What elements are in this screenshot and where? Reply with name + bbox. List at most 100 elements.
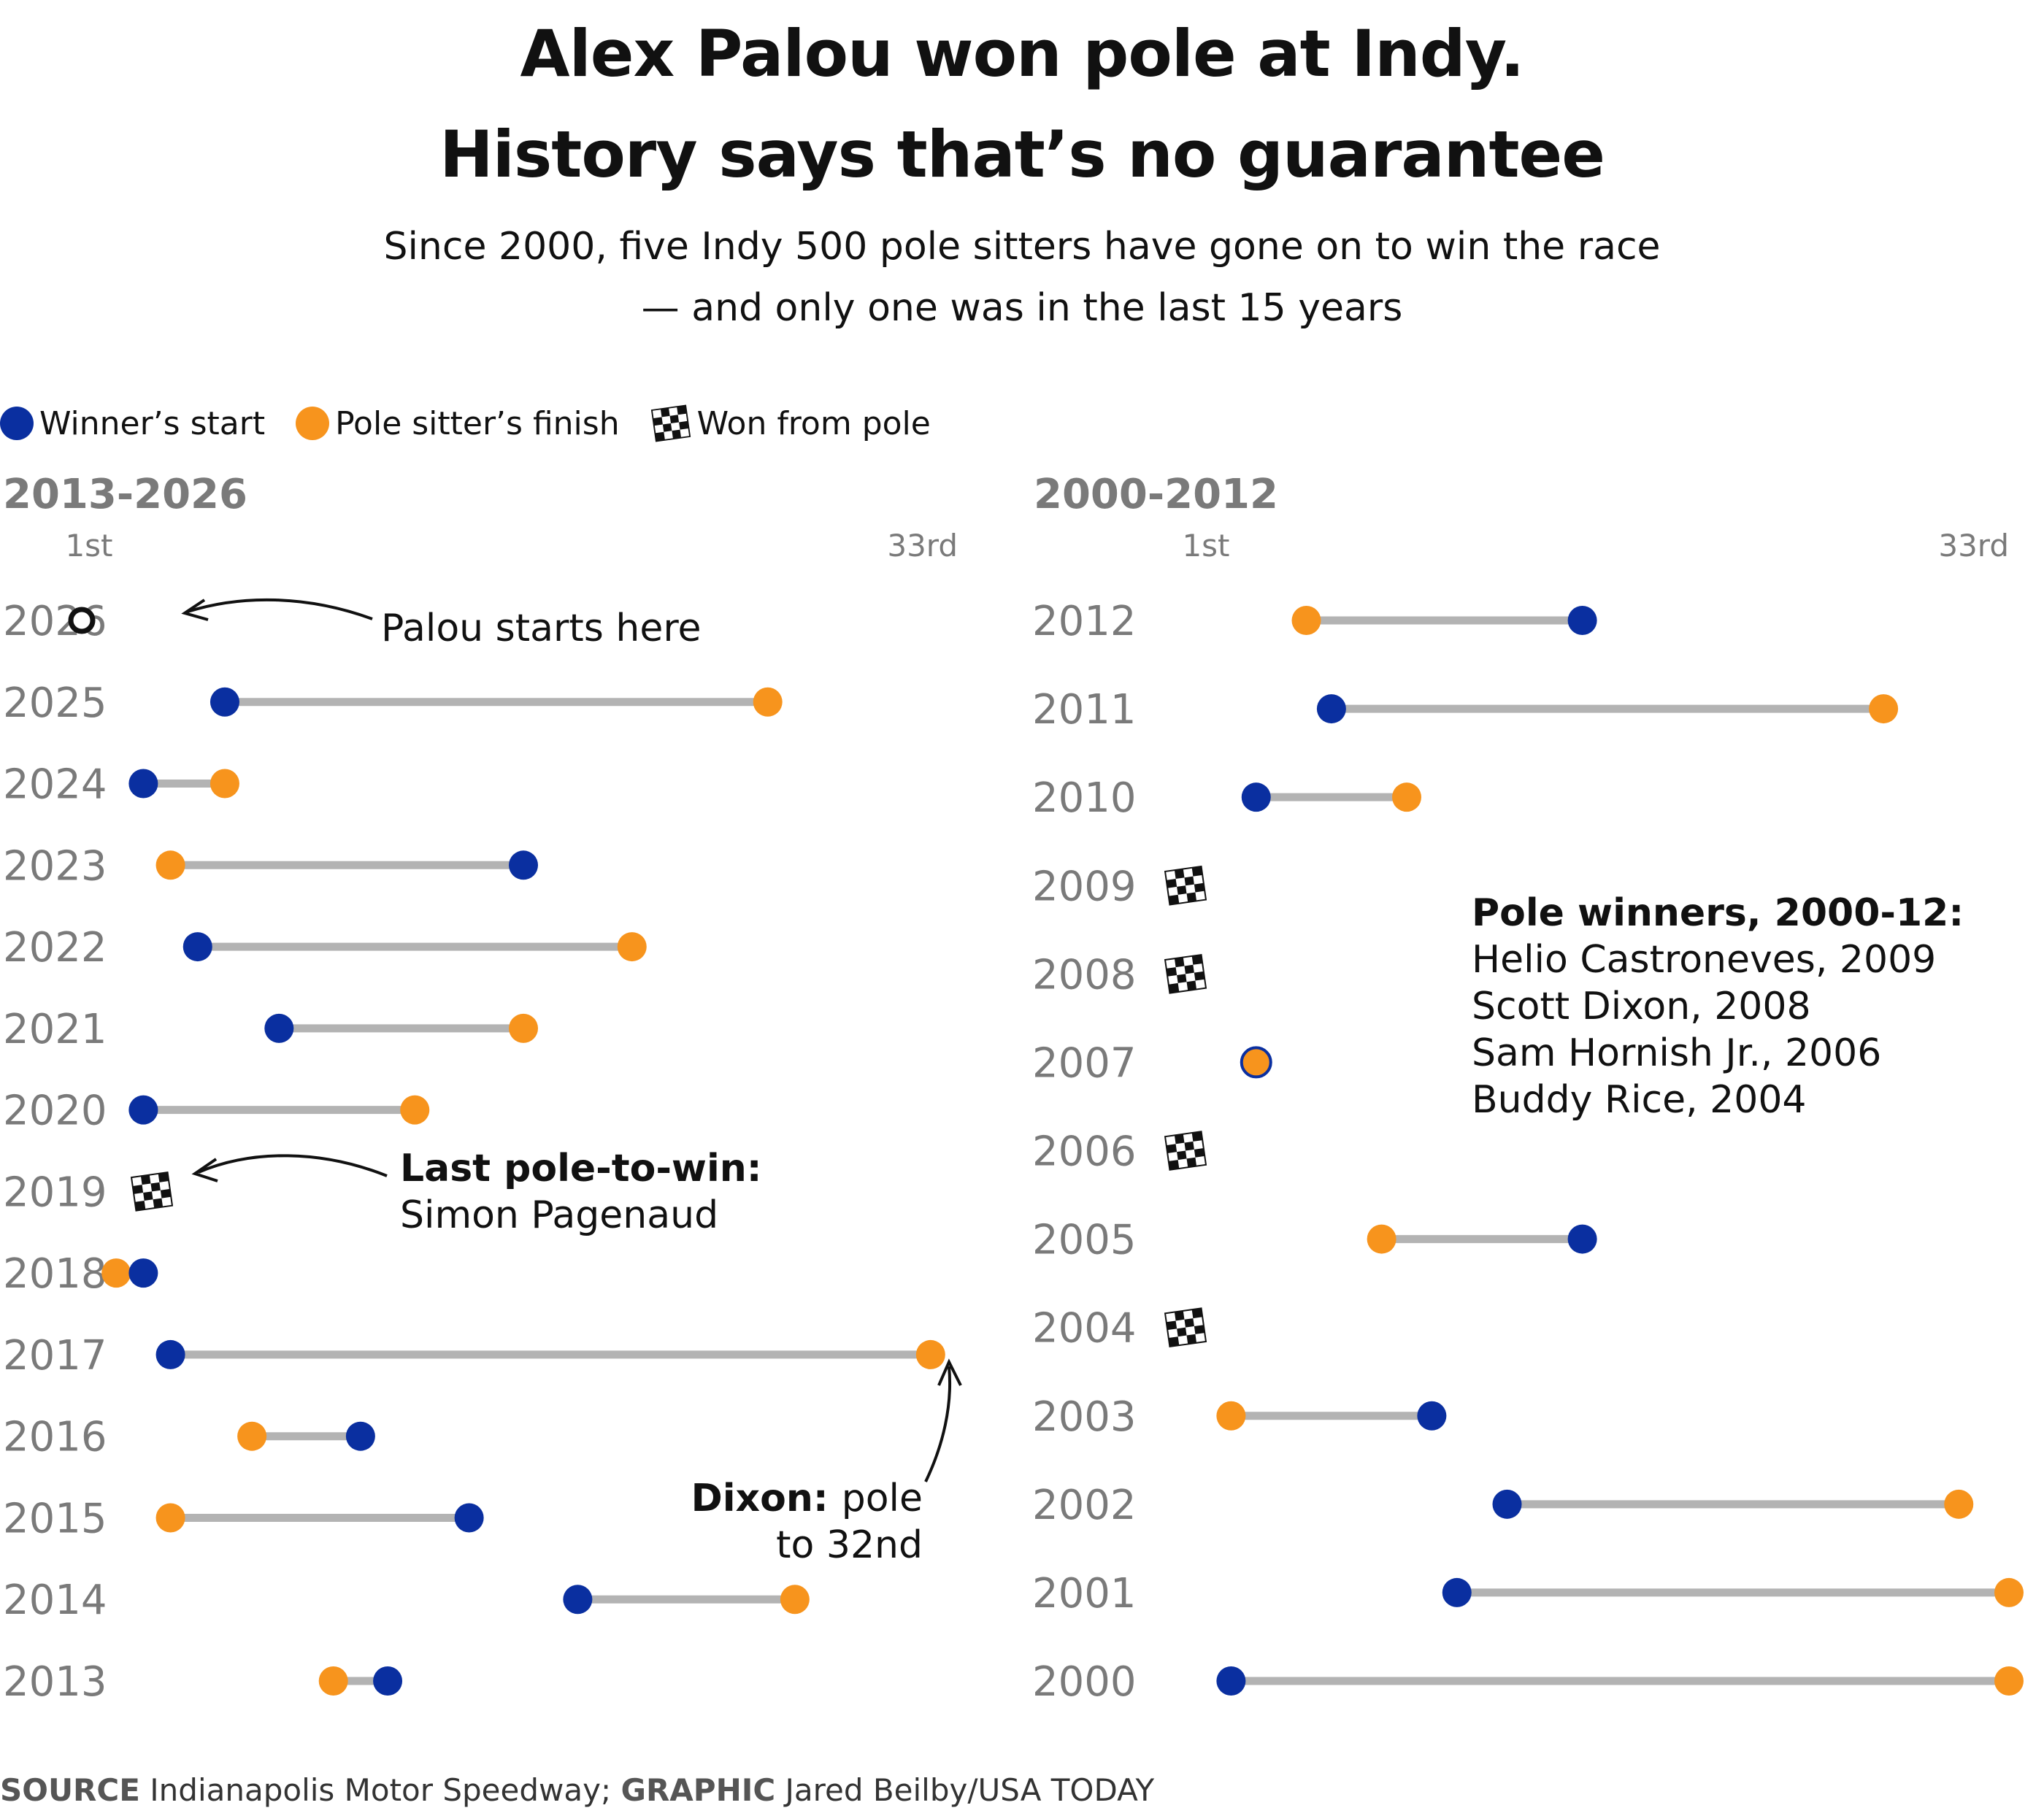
year-label: 2003: [1032, 1393, 1137, 1441]
pole-winners-title: Pole winners, 2000-12:: [1472, 891, 1964, 935]
pole-finish-dot: [101, 1258, 131, 1288]
winner-start-dot: [155, 1339, 185, 1369]
source-text: Indianapolis Motor Speedway;: [150, 1772, 612, 1808]
annotation-dixon-rest: pole: [842, 1477, 923, 1520]
flag-cell: [1186, 1149, 1196, 1159]
flag-cell: [1166, 959, 1176, 969]
year-label: 2019: [3, 1169, 107, 1216]
legend-item-pole-finish: Pole sitter’s finish: [296, 405, 620, 442]
flag-cell: [1183, 956, 1194, 966]
won-from-pole-flag-icon: [1164, 865, 1207, 906]
pole-finish-dot: [1367, 1224, 1396, 1254]
flag-cell: [1183, 1310, 1194, 1320]
axis-label-max: 33rd: [887, 528, 958, 563]
year-label: 2015: [3, 1495, 107, 1542]
winner-start-dot: [1567, 1224, 1597, 1254]
overlap-marker: [1240, 1046, 1272, 1079]
pole-finish-dot: [237, 1421, 267, 1451]
flag-cell: [1183, 868, 1194, 878]
pole-finish-dot: [1392, 782, 1421, 812]
annotation-dixon-line1: Dixon: pole: [691, 1477, 923, 1520]
year-label: 2010: [1032, 774, 1137, 822]
winner-start-dot: [345, 1421, 375, 1451]
flag-cell: [142, 1183, 152, 1193]
year-label: 2020: [3, 1088, 107, 1135]
year-label: 2009: [1032, 863, 1137, 910]
flag-cell: [152, 1190, 162, 1200]
winner-start-dot: [128, 1095, 158, 1125]
year-label: 2025: [3, 680, 107, 727]
flag-cell: [144, 1199, 155, 1209]
annotation-last-pole-name: Simon Pagenaud: [400, 1193, 718, 1237]
flag-cell: [1193, 1317, 1203, 1326]
pole-winner-entry: Buddy Rice, 2004: [1472, 1078, 1807, 1122]
legend-item-winner-start: Winner’s start: [0, 405, 265, 442]
winner-start-dot: [210, 687, 239, 717]
axis-label-min: 1st: [65, 528, 112, 563]
winner-dot-icon: [0, 407, 34, 440]
year-label: 2012: [1032, 598, 1137, 645]
flag-cell: [1193, 875, 1203, 885]
flag-cell: [1175, 1142, 1186, 1153]
chart-title-line2: History says that’s no guarantee: [439, 117, 1605, 192]
pole-finish-dot: [1944, 1489, 1974, 1519]
flag-cell: [1166, 871, 1176, 880]
year-label: 2011: [1032, 686, 1137, 734]
winner-start-dot: [509, 850, 538, 880]
annotation-last-pole-title: Last pole-to-win:: [400, 1147, 762, 1190]
flag-cell: [161, 1196, 172, 1207]
pole-finish-dot: [753, 687, 783, 717]
winner-start-dot: [563, 1585, 593, 1615]
axis-label-min: 1st: [1182, 528, 1229, 563]
year-label: 2024: [3, 761, 107, 809]
flag-cell: [1175, 877, 1186, 887]
flag-cell: [1168, 886, 1178, 896]
flag-cell: [1186, 1326, 1196, 1336]
year-label: 2007: [1032, 1039, 1137, 1087]
year-label: 2013: [3, 1658, 107, 1706]
flag-cell: [1195, 979, 1205, 989]
won-from-pole-flag-icon: [130, 1171, 174, 1212]
year-label: 2014: [3, 1577, 107, 1624]
annotation-dixon-arrowhead: [937, 1358, 962, 1386]
pole-finish-dot: [1869, 694, 1899, 724]
graphic-label: GRAPHIC: [620, 1772, 776, 1808]
graphic-credit: Jared Beilby/USA TODAY: [785, 1772, 1155, 1808]
flag-cell: [1193, 963, 1203, 973]
winner-start-dot: [1492, 1489, 1522, 1519]
legend-item-won-from-pole: Won from pole: [650, 403, 931, 444]
pole-finish-dot: [1994, 1666, 2024, 1696]
legend-label-pole-finish: Pole sitter’s finish: [335, 404, 620, 442]
flag-cell: [1168, 1328, 1178, 1338]
year-label: 2017: [3, 1332, 107, 1380]
won-from-pole-flag-icon: [1164, 1307, 1207, 1348]
year-label: 2006: [1032, 1128, 1137, 1176]
annotation-palou: Palou starts here: [381, 607, 702, 650]
won-from-pole-flag-icon: [1164, 953, 1207, 994]
checkered-flag-icon: [650, 404, 691, 442]
legend-label-winner-start: Winner’s start: [39, 404, 266, 442]
section-title-right: 2000-2012: [1034, 471, 1278, 518]
flag-cell: [1195, 890, 1205, 901]
annotation-dixon-arrow: [924, 1366, 952, 1482]
pole-dot-icon: [296, 407, 330, 440]
chart-title-line1: Alex Palou won pole at Indy.: [520, 16, 1525, 91]
annotation-palou-arrowhead: [181, 599, 209, 621]
pole-finish-dot: [1994, 1577, 2024, 1607]
flag-cell: [1195, 1333, 1205, 1342]
annotation-last-pole-arrow: [198, 1154, 388, 1177]
year-label: 2023: [3, 842, 107, 890]
flag-cell: [1177, 1335, 1188, 1345]
flag-cell: [1177, 982, 1188, 991]
pole-finish-dot: [400, 1095, 430, 1125]
source-line: SOURCE Indianapolis Motor Speedway; GRAP…: [0, 1775, 1154, 1806]
legend: Winner’s start Pole sitter’s finish: [0, 401, 961, 445]
flag-cell: [1168, 975, 1178, 985]
winner-start-dot: [128, 1258, 158, 1288]
flag-cell: [1166, 1312, 1176, 1323]
pole-finish-dot: [155, 850, 185, 880]
pole-winner-entry: Scott Dixon, 2008: [1472, 985, 1811, 1028]
annotation-dixon-bold: Dixon:: [691, 1477, 842, 1520]
flag-cell: [1193, 1140, 1203, 1150]
